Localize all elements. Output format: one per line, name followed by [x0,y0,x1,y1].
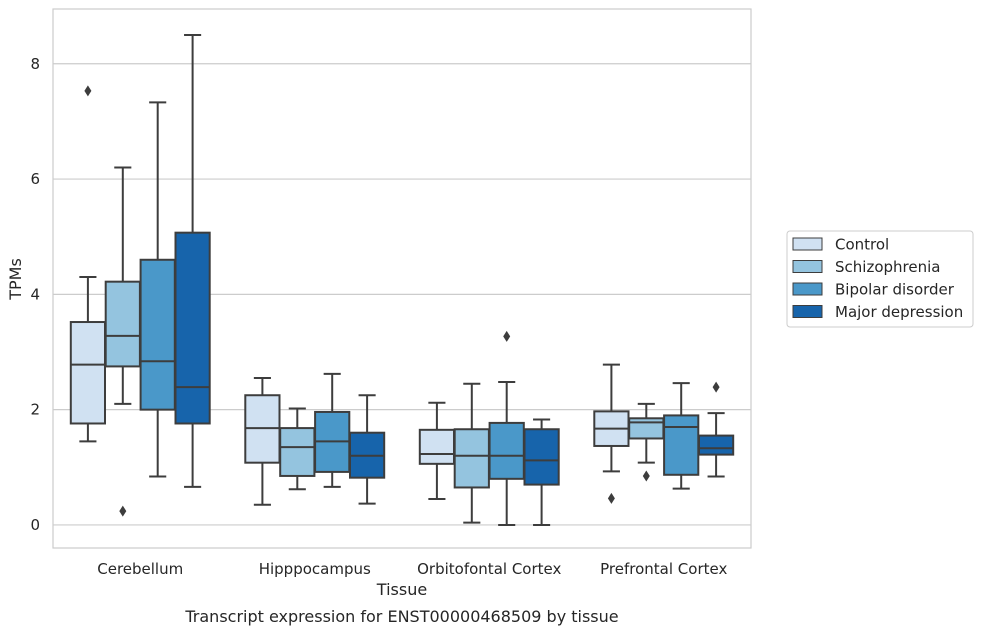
box-iqr [663,414,700,476]
box-iqr [628,417,665,440]
box-2-3 [523,418,560,526]
box-3-1 [628,402,665,482]
box-3-3 [697,381,735,478]
box-iqr [488,421,525,480]
box-iqr [279,427,316,477]
legend-swatch-1 [792,260,823,273]
box-groups [69,33,735,526]
box-iqr [104,280,141,368]
chart-caption: Transcript expression for ENST0000046850… [184,607,618,626]
plot-frame [52,8,752,549]
y-tick-label-8: 8 [30,55,40,73]
y-tick-label-6: 6 [30,170,40,188]
box-1-2 [314,372,351,488]
x-tick-labels: Cerebellum Hipppocampus Orbitofontal Corte… [97,560,727,578]
box-0-3 [174,33,211,488]
y-tick-label-0: 0 [30,516,40,534]
legend-label-2: Bipolar disorder [835,281,955,299]
x-tick-label-2: Orbitofontal Cortex [417,560,561,578]
box-1-0 [244,376,281,506]
outlier-0 [607,492,615,504]
outlier-0 [84,85,92,97]
box-iqr [174,231,211,425]
legend-frame [786,230,974,328]
legend-swatch-3 [792,305,823,318]
box-iqr [697,434,735,456]
x-tick-label-0: Cerebellum [97,560,183,578]
box-iqr [523,428,560,486]
legend-swatch-0 [792,237,823,251]
x-axis-title: Tissue [376,580,427,599]
box-2-1 [453,382,490,524]
legend-label-0: Control [835,236,889,254]
box-3-0 [593,363,630,504]
legend-label-1: Schizophrenia [835,258,940,276]
legend: Control Schizophrenia Bipolar disorder Majo… [786,230,974,328]
box-1-3 [348,394,386,505]
y-axis-title: TPMs [6,258,25,301]
x-tick-label-3: Prefrontal Cortex [600,560,727,578]
box-0-0 [69,85,107,443]
box-3-2 [663,382,700,490]
y-tick-label-4: 4 [30,285,40,303]
box-iqr [69,321,107,425]
outlier-0 [119,505,127,517]
box-iqr [453,428,490,489]
box-2-2 [488,330,525,526]
y-tick-label-2: 2 [30,401,40,419]
outlier-0 [712,381,720,393]
box-1-1 [279,407,316,491]
legend-swatch-2 [792,282,823,296]
legend-label-3: Major depression [835,303,963,321]
box-2-0 [418,401,456,500]
x-tick-label-1: Hipppocampus [259,560,371,578]
outlier-0 [642,470,650,482]
box-iqr [418,428,456,465]
y-tick-labels: 0 2 4 6 8 [30,55,40,534]
box-iqr [139,258,176,411]
outlier-0 [503,330,511,342]
